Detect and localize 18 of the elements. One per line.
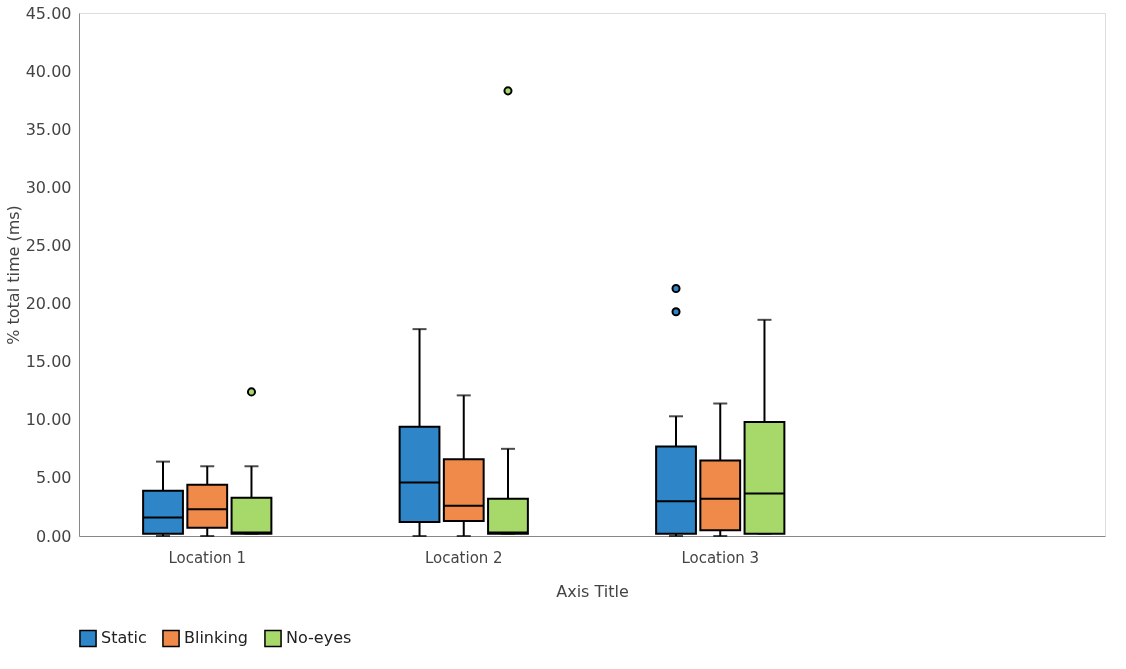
y-tick-label: 15.00 <box>25 352 72 372</box>
y-axis-title: % total time (ms) <box>3 205 23 345</box>
x-tick-label: Location 3 <box>681 548 760 567</box>
legend-label: No-eyes <box>286 628 352 648</box>
y-tick-label: 10.00 <box>25 410 72 430</box>
y-tick-label: 0.00 <box>35 526 72 546</box>
y-tick-label: 35.00 <box>25 119 72 139</box>
x-axis-title: Axis Title <box>556 581 629 601</box>
y-tick-label: 5.00 <box>35 468 72 488</box>
y-tick-label: 30.00 <box>25 177 72 197</box>
y-tick-label: 45.00 <box>25 3 72 23</box>
y-tick-label: 25.00 <box>25 235 72 255</box>
y-tick-label: 20.00 <box>25 294 72 314</box>
x-tick-label: Location 1 <box>168 548 247 567</box>
legend-label: Blinking <box>184 628 249 648</box>
x-tick-label: Location 2 <box>424 548 503 567</box>
y-tick-label: 40.00 <box>25 61 72 81</box>
legend-label: Static <box>101 628 147 648</box>
